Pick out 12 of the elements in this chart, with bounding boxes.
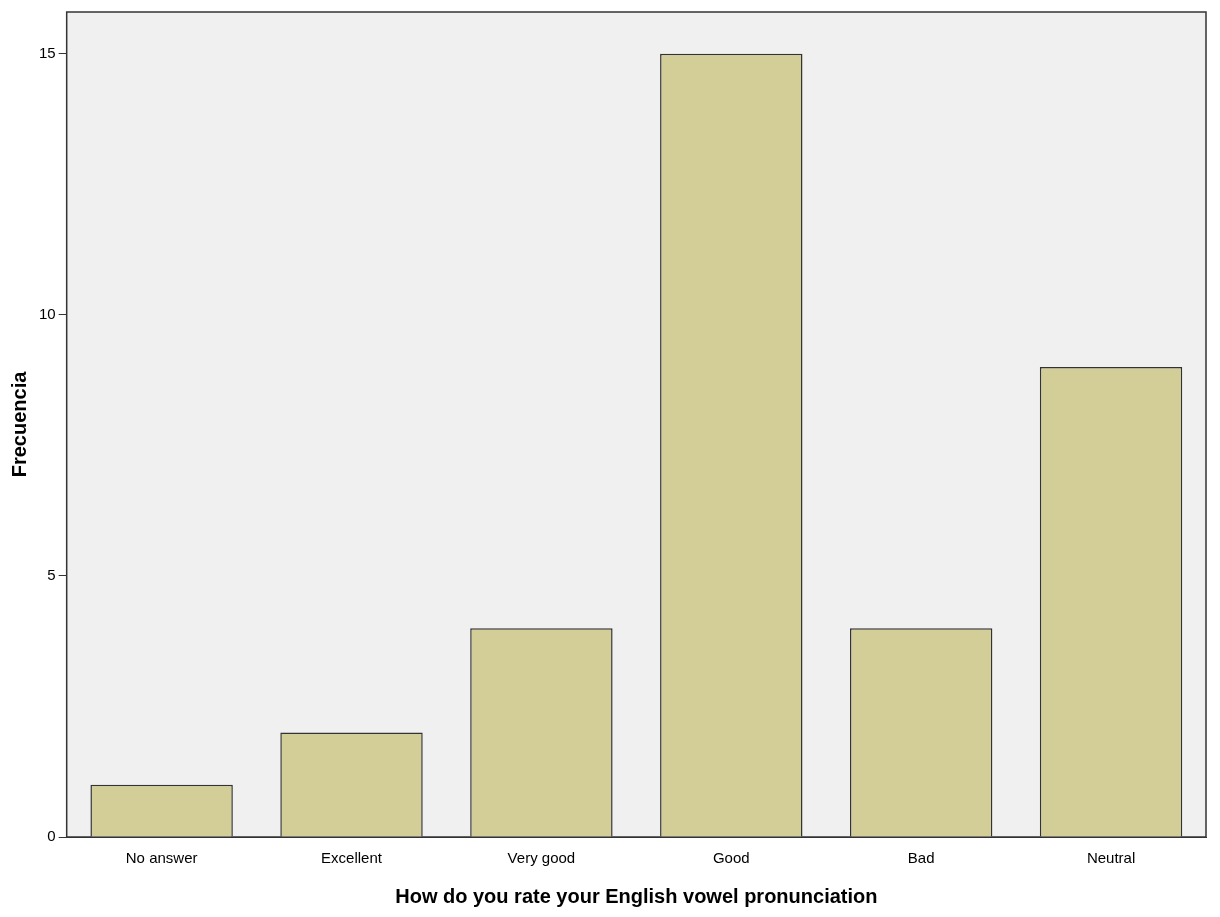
y-tick-label: 10 [39, 304, 56, 322]
y-tick-label: 5 [47, 566, 56, 584]
y-tick-label: 15 [39, 43, 56, 61]
x-tick-label: Neutral [1086, 849, 1136, 867]
x-tick-label: Bad [907, 849, 935, 867]
x-tick-label: No answer [125, 849, 198, 867]
x-tick-label: Very good [507, 849, 576, 867]
x-axis-title: How do you rate your English vowel pronunciation [395, 884, 878, 907]
y-tick-label: 0 [47, 827, 56, 845]
x-tick-label: Good [712, 849, 750, 867]
x-tick-label: Excellent [321, 849, 383, 867]
y-axis-title: Frecuencia [7, 370, 30, 478]
